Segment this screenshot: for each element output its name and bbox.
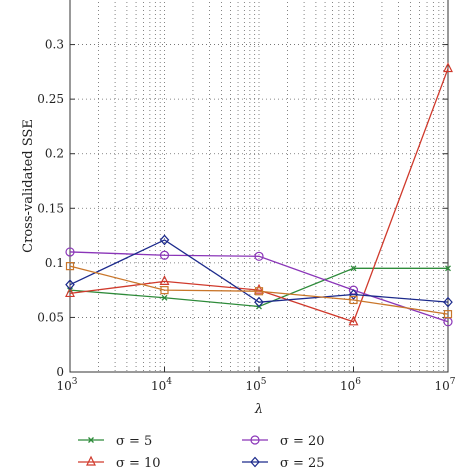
data-point — [443, 62, 453, 73]
y-tick-label: 0.05 — [37, 310, 64, 324]
legend-item: σ = 5 — [78, 434, 152, 449]
data-point — [65, 287, 75, 298]
legend-label: σ = 25 — [280, 456, 325, 471]
grid-lines — [70, 0, 448, 372]
legend-label: σ = 20 — [280, 434, 325, 449]
data-point — [160, 286, 169, 295]
data-point — [348, 289, 359, 300]
data-point — [159, 250, 170, 260]
legend-label: σ = 10 — [116, 456, 161, 471]
data-point — [254, 296, 264, 308]
data-point — [349, 295, 358, 305]
series-3 — [65, 247, 453, 327]
diamond-marker — [250, 456, 260, 468]
data-point — [65, 262, 75, 271]
x-tick-label: 106 — [340, 377, 361, 393]
y-tick-label: 0.2 — [45, 147, 64, 161]
y-tick-label: 0.25 — [37, 92, 64, 106]
data-point — [159, 234, 170, 246]
y-tick-label: 0.1 — [45, 256, 64, 270]
x-tick-label: 103 — [56, 377, 77, 393]
x-tick-label: 104 — [151, 377, 172, 393]
x-marker — [88, 437, 94, 443]
triangle-marker — [86, 455, 96, 466]
data-point — [254, 251, 264, 261]
data-point — [350, 265, 357, 272]
legend-item: σ = 20 — [242, 434, 325, 449]
data-point — [254, 287, 264, 296]
x-tick-label: 105 — [245, 377, 266, 393]
series-2 — [65, 62, 453, 326]
series-line — [69, 239, 449, 303]
series-5 — [65, 262, 453, 319]
series-line — [69, 68, 449, 323]
x-tick-exponent: 4 — [166, 377, 172, 387]
x-tick-exponent: 5 — [261, 377, 267, 387]
series-layer — [65, 62, 453, 327]
y-tick-label: 0.15 — [37, 201, 64, 215]
data-point — [445, 265, 451, 272]
x-axis-label: λ — [254, 402, 263, 417]
data-point — [443, 310, 453, 319]
legend-label: σ = 5 — [116, 434, 152, 449]
legend-item: σ = 10 — [78, 455, 161, 471]
data-point — [65, 279, 75, 291]
circle-marker — [250, 435, 260, 445]
data-point — [254, 283, 264, 294]
x-tick-label: 107 — [434, 377, 455, 393]
series-line — [69, 251, 449, 323]
x-tick-exponent: 3 — [72, 377, 78, 387]
x-tick-exponent: 7 — [450, 377, 456, 387]
series-4 — [65, 234, 453, 308]
data-point — [443, 296, 453, 308]
x-tick-exponent: 6 — [355, 377, 361, 387]
legend-item: σ = 25 — [242, 456, 325, 471]
legend: σ = 5 σ = 10 σ = 20 σ = 25 — [78, 434, 325, 471]
y-axis-label: Cross-validated SSE — [21, 119, 36, 253]
data-point — [159, 275, 170, 286]
data-point — [65, 247, 75, 257]
data-point — [348, 315, 359, 326]
data-point — [161, 294, 168, 301]
series-line — [69, 265, 449, 315]
y-tick-label: 0.3 — [45, 38, 64, 52]
y-tick-label: 0 — [56, 365, 64, 379]
